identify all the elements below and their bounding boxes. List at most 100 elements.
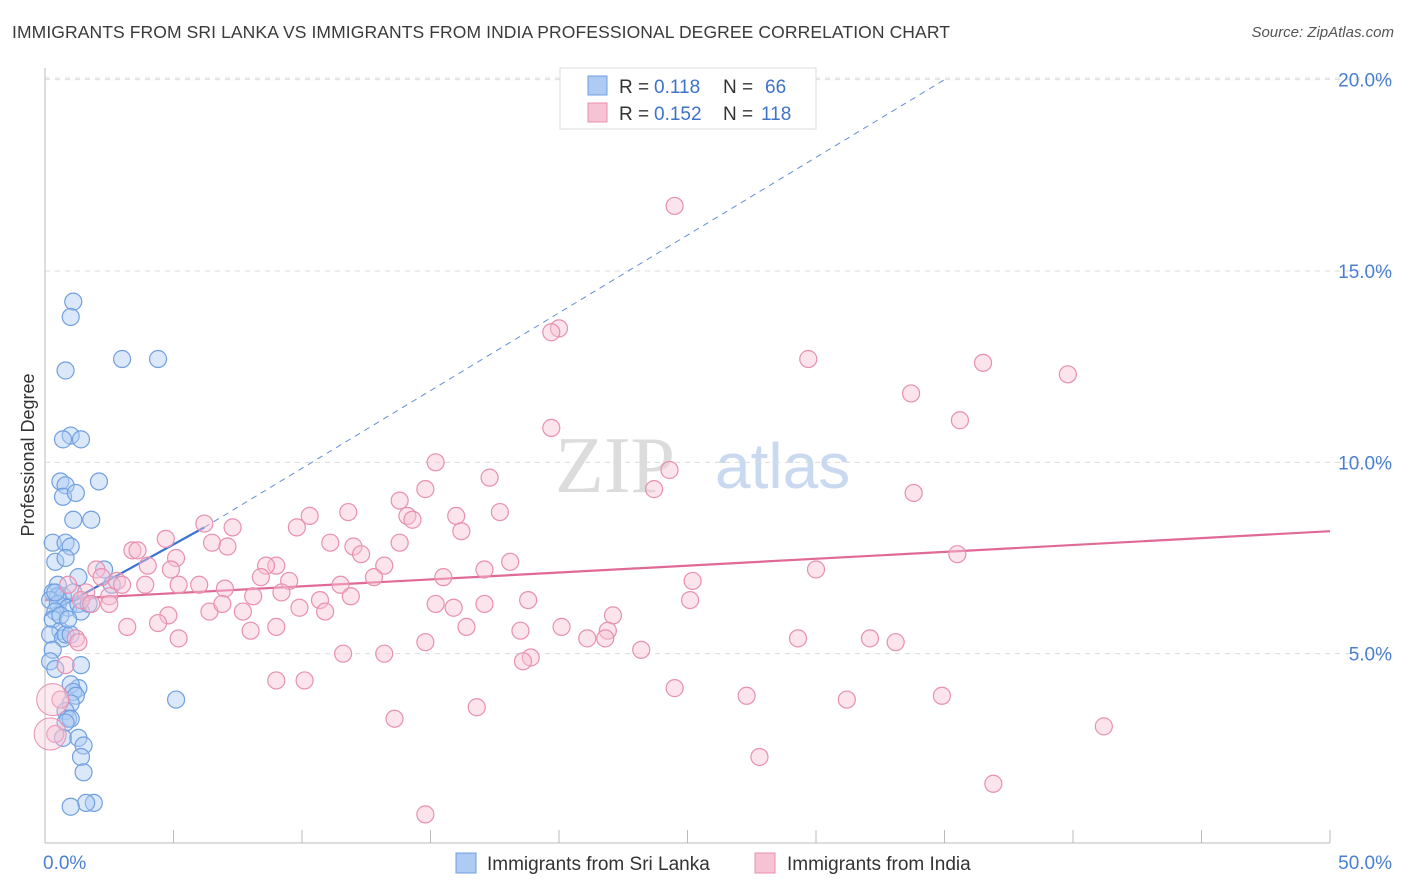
sri-lanka-point-7	[71, 430, 91, 449]
india-point-87	[596, 629, 615, 648]
india-point-53	[136, 575, 155, 594]
india-point-0	[665, 196, 684, 216]
trend-lines	[44, 79, 1331, 617]
india-point-86	[578, 629, 597, 648]
india-point-60	[71, 590, 91, 610]
sri-lanka-point-57	[74, 763, 93, 782]
india-point-18	[490, 502, 509, 522]
india-point-113	[984, 774, 1003, 793]
sri-lanka-point-3	[148, 349, 168, 369]
india-point-83	[511, 621, 530, 640]
india-point-40	[256, 556, 276, 575]
india-point-70	[475, 594, 494, 614]
sri-lanka-point-17	[61, 537, 80, 556]
india-point-56	[169, 575, 188, 594]
india-point-37	[138, 556, 157, 575]
y-tick-label-5: 5.0%	[1349, 645, 1392, 666]
sri-lanka-point-18	[46, 552, 65, 571]
india-point-84	[552, 617, 571, 636]
india-point-2	[542, 323, 561, 342]
india-point-67	[310, 590, 330, 610]
india-point-42	[161, 560, 181, 579]
india-point-82	[457, 617, 476, 636]
india-point-7	[950, 411, 970, 430]
india-point-102	[295, 671, 314, 690]
series-india	[33, 196, 1113, 824]
sri-lanka-point-56	[71, 747, 91, 767]
legend-r-value-2: 0.152	[654, 104, 702, 125]
sri-lanka-point-0	[64, 292, 83, 311]
india-point-116	[59, 575, 78, 594]
india-point-88	[788, 629, 808, 648]
sri-lanka-point-59	[77, 793, 96, 813]
sri-lanka-point-14	[64, 510, 83, 529]
india-point-9	[426, 453, 445, 472]
india-point-11	[480, 468, 499, 487]
india-point-22	[195, 514, 214, 533]
legend: R = 0.118 N = 66 R = 0.152 N = 118	[559, 67, 817, 130]
india-point-117	[213, 594, 232, 614]
india-point-103	[665, 679, 684, 698]
y-tick-label-15: 15.0%	[1338, 262, 1392, 283]
y-tick-label-10: 10.0%	[1338, 453, 1392, 474]
legend-swatch-pink	[587, 102, 608, 123]
trend-line-india	[44, 530, 1331, 602]
sri-lanka-point-1	[61, 307, 80, 327]
india-point-cluster-a	[36, 683, 70, 717]
india-point-34	[352, 545, 371, 564]
india-point-63	[341, 587, 360, 606]
sri-lanka-point-2	[112, 349, 132, 369]
india-point-14	[904, 483, 923, 503]
sri-lanka-point-12	[66, 483, 85, 503]
india-point-69	[680, 590, 700, 610]
india-point-4	[973, 353, 993, 372]
india-point-10	[660, 460, 679, 480]
legend-n-value-1: 66	[765, 77, 786, 98]
india-point-12	[644, 480, 664, 499]
india-point-75	[233, 602, 252, 621]
bottom-legend-swatch-pink	[754, 852, 776, 874]
legend-r-label-1: R =	[619, 77, 649, 98]
sri-lanka-point-19	[56, 548, 75, 568]
sri-lanka-point-52	[166, 690, 186, 709]
india-point-48	[364, 568, 384, 587]
india-point-15	[390, 491, 409, 510]
gridlines	[45, 77, 1392, 655]
india-point-30	[218, 537, 237, 556]
india-point-114	[416, 805, 435, 824]
india-point-93	[69, 633, 88, 652]
india-point-101	[267, 671, 286, 690]
india-point-36	[948, 545, 967, 564]
india-point-105	[932, 686, 952, 705]
watermark-zip: ZIP	[555, 422, 675, 510]
sri-lanka-point-10	[89, 472, 109, 491]
india-point-31	[344, 537, 363, 556]
india-point-66	[426, 594, 445, 614]
india-point-112	[750, 747, 769, 767]
india-point-33	[128, 541, 147, 560]
india-point-72	[444, 598, 463, 617]
y-axis-label: Professional Degree	[18, 373, 38, 536]
india-point-80	[267, 617, 286, 636]
india-point-107	[467, 698, 486, 717]
india-point-81	[241, 621, 260, 640]
legend-r-label-2: R =	[619, 104, 649, 125]
india-point-44	[475, 560, 494, 579]
india-point-46	[434, 568, 453, 587]
india-point-89	[860, 629, 880, 648]
india-point-6	[901, 384, 921, 403]
sri-lanka-point-39	[43, 640, 62, 659]
india-point-21	[300, 506, 319, 526]
india-point-99	[513, 652, 533, 671]
x-tick-min: 0.0%	[43, 853, 86, 874]
india-point-71	[290, 598, 309, 617]
india-point-91	[169, 629, 188, 648]
india-point-50	[683, 571, 702, 591]
india-point-57	[215, 579, 234, 598]
india-point-54	[112, 575, 132, 594]
india-point-5	[1058, 365, 1077, 384]
india-point-13	[416, 480, 435, 499]
source-label: Source: ZipAtlas.com	[1251, 24, 1394, 41]
india-point-73	[316, 602, 335, 621]
india-point-79	[148, 613, 168, 633]
